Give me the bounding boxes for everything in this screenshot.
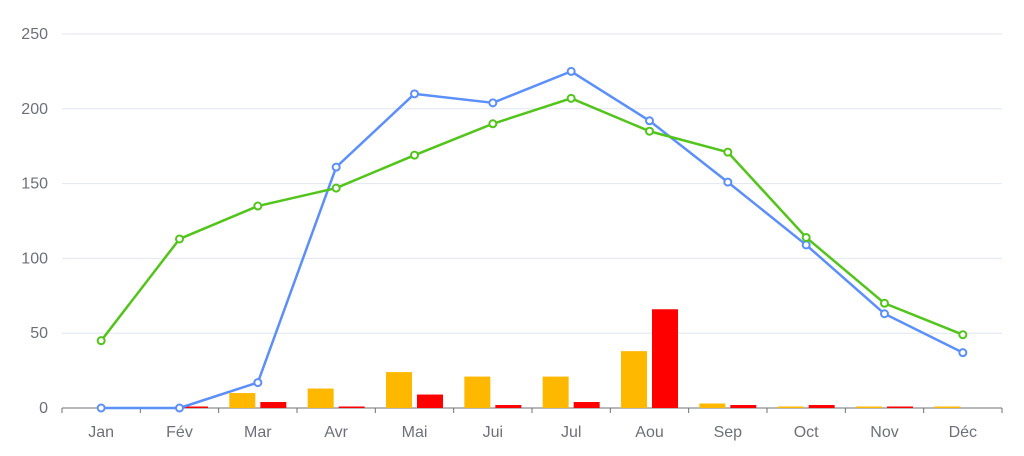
bar — [730, 405, 757, 408]
data-point — [175, 234, 184, 244]
data-point — [253, 201, 263, 211]
bar — [495, 405, 522, 408]
data-point — [253, 378, 263, 388]
x-tick-label: Oct — [794, 424, 819, 441]
data-point — [645, 116, 654, 126]
data-point — [96, 403, 106, 413]
bar — [464, 376, 491, 408]
y-axis-tick-labels: 0 50 100 150 200 250 — [21, 26, 48, 417]
x-tick-label: Fév — [166, 424, 193, 441]
data-point — [880, 309, 889, 319]
bar — [887, 406, 913, 408]
bar — [573, 402, 600, 408]
bar — [182, 406, 208, 408]
bar-series-1 — [229, 351, 961, 408]
data-point — [645, 126, 654, 136]
x-tick-label: Avr — [324, 424, 348, 441]
bar — [652, 309, 678, 408]
y-tick-label: 150 — [21, 176, 48, 193]
grid-lines — [62, 33, 1002, 334]
line-series-group — [96, 66, 968, 413]
y-tick-label: 250 — [21, 26, 48, 43]
data-point — [958, 330, 968, 340]
bar — [777, 406, 804, 408]
bar — [934, 406, 961, 408]
bar — [386, 372, 412, 408]
data-point — [801, 232, 811, 242]
data-point — [723, 177, 733, 187]
y-tick-label: 200 — [21, 101, 48, 118]
x-tick-label: Nov — [870, 424, 898, 441]
data-point — [566, 66, 576, 76]
data-point — [880, 298, 889, 308]
data-point — [488, 119, 498, 129]
bar — [856, 406, 882, 408]
bar — [542, 376, 569, 408]
x-tick-label: Jui — [483, 424, 503, 441]
x-tick-label: Jan — [88, 424, 114, 441]
x-tick-label: Mar — [244, 424, 272, 441]
y-tick-label: 0 — [39, 400, 48, 417]
data-point — [958, 348, 968, 358]
line-series-2 — [96, 93, 968, 346]
bar — [621, 351, 647, 408]
bar — [338, 406, 365, 408]
series-line — [100, 97, 964, 342]
bar — [808, 405, 835, 408]
bar — [307, 388, 334, 408]
data-point — [331, 183, 341, 193]
x-axis: Jan Fév Mar Avr Mai Jui Jul Aou Sep Oct Nov Déc — [61, 407, 1003, 441]
bar-series-group — [182, 309, 961, 408]
bar — [417, 394, 443, 408]
x-tick-label: Déc — [949, 424, 977, 441]
x-tick-label: Aou — [635, 424, 663, 441]
series-line — [101, 70, 964, 410]
x-tick-label: Mai — [402, 424, 428, 441]
bar — [699, 403, 726, 408]
data-point — [488, 98, 498, 108]
data-point — [410, 89, 419, 99]
x-tick-label: Jul — [561, 424, 581, 441]
data-point — [175, 403, 184, 413]
data-point — [723, 147, 733, 157]
bar-series-2 — [182, 309, 913, 408]
data-point — [566, 93, 576, 103]
line-series-1 — [96, 66, 968, 413]
data-point — [410, 150, 419, 160]
bar — [260, 402, 287, 408]
x-tick-label: Sep — [714, 424, 743, 441]
y-tick-label: 100 — [21, 250, 48, 267]
y-tick-label: 50 — [30, 325, 48, 342]
bar — [229, 393, 256, 408]
data-point — [801, 240, 811, 250]
data-point — [331, 162, 341, 172]
data-point — [96, 336, 106, 346]
